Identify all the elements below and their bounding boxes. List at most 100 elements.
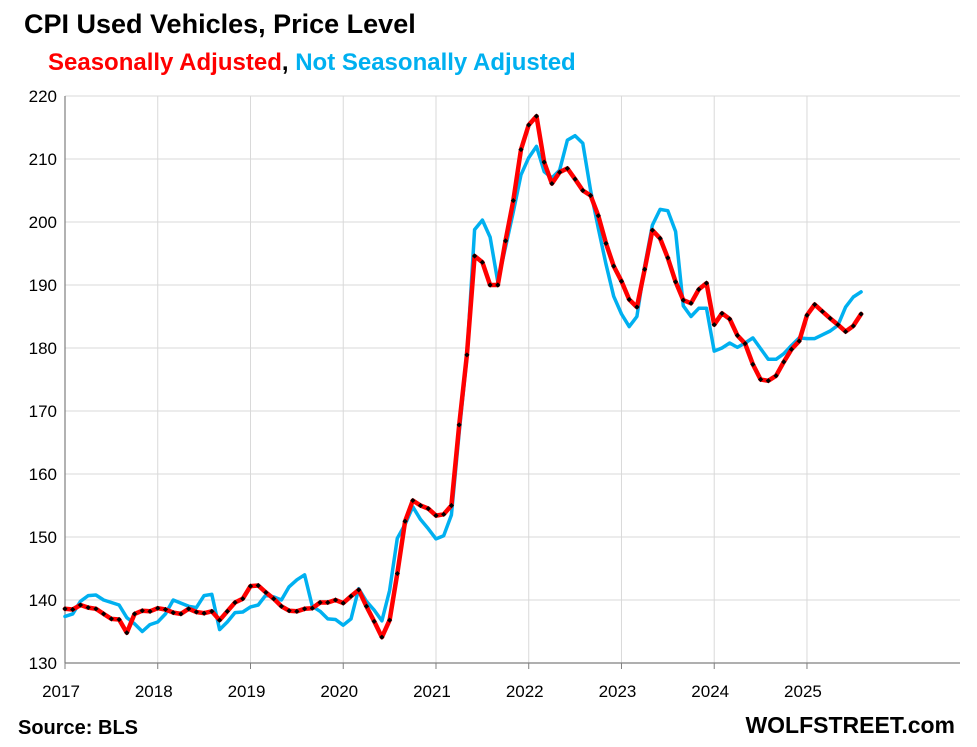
data-point-marker xyxy=(495,282,501,288)
data-point-marker xyxy=(108,616,114,622)
data-point-marker xyxy=(603,240,609,247)
y-tick-label: 200 xyxy=(29,213,57,232)
data-point-marker xyxy=(858,311,864,317)
x-tick-label: 2025 xyxy=(784,682,822,701)
data-point-marker xyxy=(340,600,346,606)
data-point-marker xyxy=(812,301,818,308)
data-point-marker xyxy=(711,322,717,328)
data-point-marker xyxy=(734,332,741,338)
data-point-marker xyxy=(101,611,107,617)
data-point-marker xyxy=(441,511,447,517)
brand-label: WOLFSTREET.com xyxy=(745,712,955,738)
x-tick-label: 2019 xyxy=(228,682,266,701)
data-point-marker xyxy=(139,608,145,614)
subtitle-separator: , xyxy=(282,49,295,76)
data-point-marker xyxy=(178,611,184,617)
data-point-marker xyxy=(147,608,153,614)
data-point-marker xyxy=(827,315,833,321)
data-point-marker xyxy=(232,599,238,606)
data-point-marker xyxy=(294,608,300,614)
data-point-marker xyxy=(557,169,563,175)
y-tick-label: 170 xyxy=(29,402,57,421)
x-tick-label: 2021 xyxy=(413,682,451,701)
data-point-marker xyxy=(564,165,570,172)
data-point-marker xyxy=(224,608,230,614)
data-point-marker xyxy=(587,192,594,199)
y-tick-label: 190 xyxy=(29,276,57,295)
data-point-marker xyxy=(425,506,431,512)
data-point-marker xyxy=(788,346,795,352)
data-point-marker xyxy=(773,373,779,379)
data-point-marker xyxy=(680,297,686,303)
gridlines xyxy=(65,95,960,663)
data-point-marker xyxy=(186,606,192,612)
data-point-marker xyxy=(348,593,354,599)
data-point-marker xyxy=(819,308,826,315)
data-point-marker xyxy=(448,502,455,509)
source-note: Source: BLS xyxy=(18,717,138,739)
series-line-seasonally-adjusted xyxy=(62,113,864,640)
data-point-marker xyxy=(162,606,169,613)
data-point-marker xyxy=(549,180,555,187)
y-tick-label: 210 xyxy=(29,150,57,169)
y-tick-label: 160 xyxy=(29,465,57,484)
axes: 130 140 150 160 170 180 190 200 210 220 2017 2018 20… xyxy=(29,87,960,701)
data-point-marker xyxy=(263,589,269,596)
data-point-marker xyxy=(93,606,99,612)
data-point-marker xyxy=(634,304,640,310)
data-point-marker xyxy=(255,582,261,589)
data-point-marker xyxy=(611,263,617,269)
data-point-marker xyxy=(742,340,748,347)
data-point-marker xyxy=(472,253,478,259)
data-point-marker xyxy=(402,518,408,524)
data-point-marker xyxy=(657,235,663,241)
data-point-marker xyxy=(750,361,756,367)
series-lines xyxy=(62,113,864,640)
chart-subtitle: Seasonally Adjusted, Not Seasonally Adju… xyxy=(48,49,576,76)
data-point-marker xyxy=(394,570,400,577)
data-point-marker xyxy=(642,266,648,272)
data-point-marker xyxy=(796,338,802,344)
data-point-marker xyxy=(131,611,138,617)
y-tick-label: 130 xyxy=(29,654,57,673)
y-tick-label: 220 xyxy=(29,87,57,106)
series-markers xyxy=(62,113,864,640)
x-tick-label: 2024 xyxy=(691,682,729,701)
data-point-marker xyxy=(765,378,771,384)
data-point-marker xyxy=(533,113,540,119)
data-point-marker xyxy=(703,280,710,286)
data-point-marker xyxy=(317,599,323,606)
data-point-marker xyxy=(626,296,632,303)
data-point-marker xyxy=(510,197,516,204)
data-point-marker xyxy=(665,255,671,261)
data-point-marker xyxy=(688,300,694,306)
data-point-marker xyxy=(479,259,485,265)
data-point-marker xyxy=(278,603,285,609)
y-tick-label: 140 xyxy=(29,591,57,610)
x-tick-label: 2017 xyxy=(42,682,80,701)
data-point-marker xyxy=(77,602,84,608)
data-point-marker xyxy=(464,352,470,358)
data-point-marker xyxy=(433,512,439,519)
data-point-marker xyxy=(116,616,122,623)
data-point-marker xyxy=(595,213,601,219)
data-point-marker xyxy=(850,323,856,329)
data-point-marker xyxy=(456,422,462,428)
data-point-marker xyxy=(804,312,810,318)
data-point-marker xyxy=(356,587,362,593)
data-point-marker xyxy=(216,617,223,623)
data-point-marker xyxy=(379,634,385,640)
data-point-marker xyxy=(332,597,339,603)
data-point-marker xyxy=(325,599,331,606)
data-point-marker xyxy=(727,316,733,322)
data-point-marker xyxy=(487,282,493,288)
data-point-marker xyxy=(271,596,277,602)
data-point-marker xyxy=(757,376,764,383)
data-point-marker xyxy=(193,609,199,615)
x-tick-label: 2022 xyxy=(506,682,544,701)
data-point-marker xyxy=(696,286,702,293)
data-point-marker xyxy=(835,322,841,328)
data-point-marker xyxy=(371,618,377,625)
data-point-marker xyxy=(170,610,176,616)
data-point-marker xyxy=(502,238,509,244)
